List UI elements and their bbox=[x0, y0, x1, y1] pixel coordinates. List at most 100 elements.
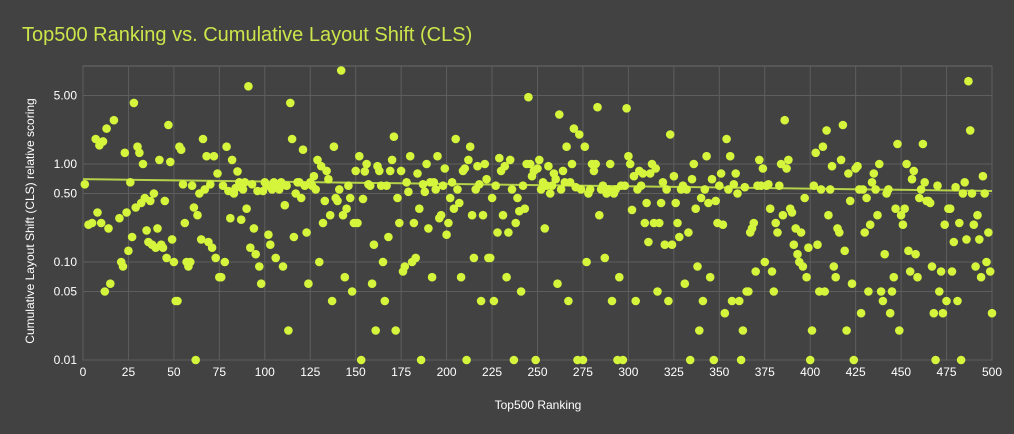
data-point bbox=[804, 243, 813, 252]
data-point bbox=[302, 228, 311, 237]
data-point bbox=[911, 249, 920, 259]
x-tick-label: 100 bbox=[255, 365, 275, 379]
x-tick-label: 500 bbox=[982, 365, 1002, 379]
data-point bbox=[360, 167, 370, 176]
data-point bbox=[836, 155, 846, 165]
data-point bbox=[418, 180, 428, 189]
data-point bbox=[516, 287, 526, 296]
data-point bbox=[824, 210, 833, 220]
data-point bbox=[965, 126, 975, 135]
data-point bbox=[784, 155, 793, 165]
data-point bbox=[796, 228, 806, 237]
data-point bbox=[740, 182, 750, 192]
data-point bbox=[738, 326, 748, 335]
data-point bbox=[895, 326, 904, 335]
data-point bbox=[931, 355, 940, 365]
data-point bbox=[487, 193, 497, 203]
data-point bbox=[327, 296, 337, 306]
data-point bbox=[682, 185, 691, 194]
data-point bbox=[669, 171, 679, 181]
data-point bbox=[375, 166, 384, 176]
data-point bbox=[971, 262, 980, 271]
data-point bbox=[973, 210, 982, 220]
data-point bbox=[905, 267, 915, 276]
data-point bbox=[209, 151, 219, 161]
data-point bbox=[129, 98, 139, 108]
data-point bbox=[186, 257, 195, 267]
data-point bbox=[900, 204, 909, 213]
data-point bbox=[655, 218, 664, 228]
data-point bbox=[453, 185, 462, 194]
data-point bbox=[960, 178, 969, 187]
data-point bbox=[509, 355, 519, 365]
data-point bbox=[809, 181, 819, 190]
data-point bbox=[849, 355, 859, 365]
data-point bbox=[478, 210, 488, 220]
data-points bbox=[80, 66, 997, 365]
data-point bbox=[891, 204, 900, 213]
x-tick-label: 0 bbox=[80, 365, 87, 379]
data-point bbox=[627, 205, 637, 215]
data-point bbox=[236, 215, 246, 224]
data-point bbox=[187, 181, 197, 190]
data-point bbox=[380, 296, 390, 306]
data-point bbox=[933, 181, 942, 190]
tick-labels: 0 25 50 75 100 125 150 175 200 225 250 275 300 325 350… bbox=[54, 89, 1003, 379]
data-point bbox=[282, 181, 291, 190]
data-point bbox=[825, 185, 835, 194]
data-point bbox=[693, 262, 702, 271]
data-point bbox=[962, 235, 971, 244]
data-point bbox=[445, 193, 455, 203]
data-point bbox=[318, 218, 328, 228]
data-point bbox=[80, 180, 90, 189]
data-point bbox=[856, 308, 866, 318]
data-point bbox=[818, 142, 828, 151]
x-tick-label: 225 bbox=[482, 365, 502, 379]
data-point bbox=[695, 326, 704, 335]
data-point bbox=[691, 204, 700, 213]
data-point bbox=[500, 161, 510, 171]
data-point bbox=[820, 287, 829, 296]
data-point bbox=[987, 308, 997, 318]
data-point bbox=[896, 210, 906, 220]
data-point bbox=[873, 210, 882, 220]
data-point bbox=[684, 228, 693, 237]
data-point bbox=[618, 355, 628, 365]
data-point bbox=[827, 161, 837, 171]
x-axis-label: Top500 Ranking bbox=[495, 398, 582, 412]
data-point bbox=[925, 198, 935, 208]
data-point bbox=[211, 253, 220, 263]
data-point bbox=[858, 185, 868, 194]
data-point bbox=[800, 193, 809, 203]
data-point bbox=[640, 218, 650, 228]
data-point bbox=[475, 180, 484, 189]
data-point bbox=[207, 243, 217, 252]
data-point bbox=[875, 159, 884, 169]
data-point bbox=[733, 189, 742, 198]
data-point bbox=[644, 237, 653, 247]
data-point bbox=[880, 249, 889, 259]
data-point bbox=[731, 169, 740, 178]
data-point bbox=[567, 159, 577, 169]
data-point bbox=[176, 145, 186, 154]
data-point bbox=[704, 198, 713, 208]
data-point bbox=[575, 130, 584, 139]
data-point bbox=[671, 198, 680, 208]
data-point bbox=[355, 151, 364, 161]
data-point bbox=[338, 210, 348, 220]
data-point bbox=[576, 185, 586, 194]
data-point bbox=[142, 226, 151, 235]
data-point bbox=[320, 196, 330, 206]
data-point bbox=[782, 164, 791, 173]
data-point bbox=[254, 262, 264, 271]
data-point bbox=[918, 139, 928, 149]
data-point bbox=[369, 240, 379, 249]
data-point bbox=[164, 120, 173, 130]
data-point bbox=[547, 181, 557, 190]
data-point bbox=[978, 171, 988, 181]
data-point bbox=[727, 296, 737, 306]
data-point bbox=[842, 326, 851, 335]
data-point bbox=[958, 189, 968, 198]
data-point bbox=[166, 157, 175, 167]
data-point bbox=[840, 246, 849, 256]
